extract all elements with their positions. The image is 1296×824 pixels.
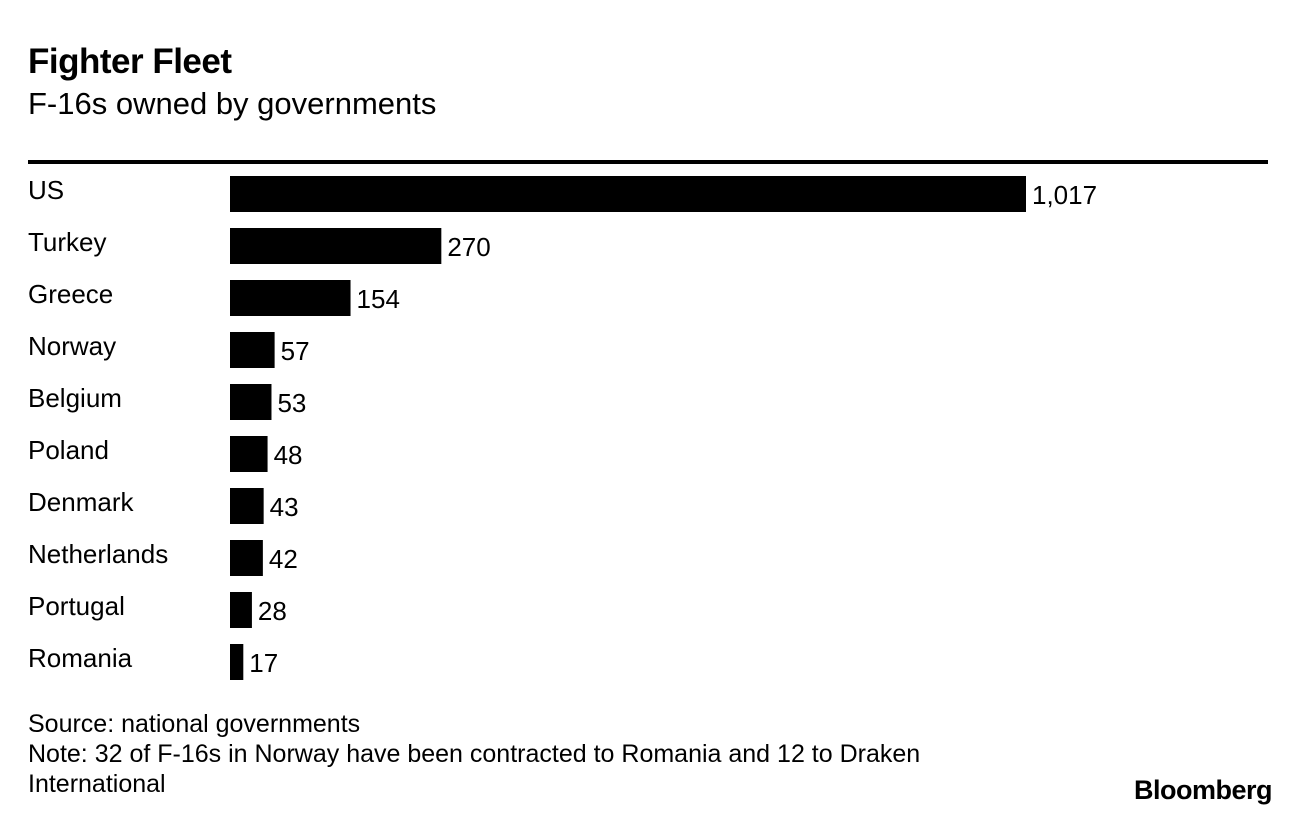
chart-subtitle: F-16s owned by governments [28, 86, 437, 121]
bar-chart: US 1,017 Turkey 270 Greece 154 Norway 57 Belgium… [28, 175, 1097, 680]
chart-footer: Source: national governments Note: 32 of… [28, 709, 1028, 799]
category-label: Denmark [28, 487, 134, 517]
bar [230, 280, 351, 316]
bar [230, 228, 442, 264]
category-label: Turkey [28, 227, 107, 257]
value-label: 42 [269, 544, 298, 574]
bloomberg-logo: Bloomberg [1133, 775, 1273, 805]
value-label: 48 [274, 440, 303, 470]
bar [230, 384, 272, 420]
note-line-2: International [28, 770, 166, 798]
header-rule [28, 160, 1268, 164]
bar [230, 176, 1026, 212]
chart-title: Fighter Fleet [28, 42, 232, 81]
value-label: 17 [249, 648, 278, 678]
value-label: 28 [258, 596, 287, 626]
value-label: 270 [447, 232, 490, 262]
value-label: 53 [277, 388, 306, 418]
value-label: 43 [270, 492, 299, 522]
bar [230, 644, 244, 680]
category-label: Norway [28, 331, 116, 361]
bar [230, 540, 263, 576]
value-label: 1,017 [1032, 180, 1097, 210]
bar [230, 488, 264, 524]
bar [230, 592, 252, 628]
bar [230, 332, 275, 368]
category-label: Netherlands [28, 539, 168, 569]
bar [230, 436, 268, 472]
category-label: Portugal [28, 591, 125, 621]
category-label: US [28, 175, 64, 205]
category-label: Belgium [28, 383, 122, 413]
value-label: 154 [357, 284, 400, 314]
category-label: Poland [28, 435, 109, 465]
note-line-1: Note: 32 of F-16s in Norway have been co… [28, 740, 921, 768]
category-label: Greece [28, 279, 113, 309]
category-label: Romania [28, 643, 133, 673]
source-note: Source: national governments [28, 710, 361, 738]
value-label: 57 [281, 336, 310, 366]
